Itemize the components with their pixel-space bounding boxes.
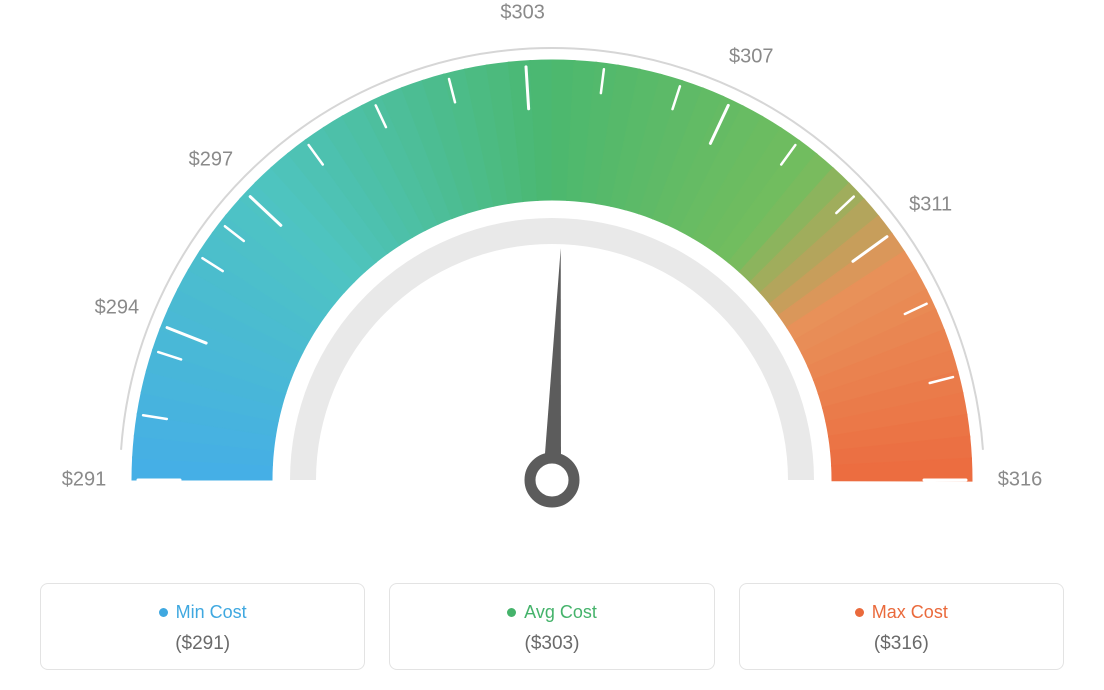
gauge-svg	[0, 0, 1104, 560]
max-cost-card: Max Cost ($316)	[739, 583, 1064, 670]
gauge-tick-label: $316	[998, 469, 1043, 492]
gauge-tick-label: $303	[500, 1, 545, 24]
chart-container: $291 $294 $297 $303 $307 $311 $316 Min Cost ($…	[0, 0, 1104, 690]
min-cost-dot-icon	[159, 608, 168, 617]
min-cost-value: ($291)	[41, 633, 364, 655]
gauge-tick-label: $291	[62, 469, 107, 492]
min-cost-card: Min Cost ($291)	[40, 583, 365, 670]
avg-cost-label-row: Avg Cost	[507, 602, 597, 623]
avg-cost-card: Avg Cost ($303)	[389, 583, 714, 670]
max-cost-label: Max Cost	[872, 602, 948, 623]
max-cost-value: ($316)	[740, 633, 1063, 655]
max-cost-dot-icon	[855, 608, 864, 617]
gauge-chart: $291 $294 $297 $303 $307 $311 $316	[0, 0, 1104, 560]
gauge-tick-label: $311	[909, 193, 952, 216]
avg-cost-dot-icon	[507, 608, 516, 617]
gauge-tick-label: $297	[189, 148, 234, 171]
min-cost-label-row: Min Cost	[159, 602, 247, 623]
summary-cards: Min Cost ($291) Avg Cost ($303) Max Cost…	[40, 583, 1064, 670]
min-cost-label: Min Cost	[176, 602, 247, 623]
max-cost-label-row: Max Cost	[855, 602, 948, 623]
avg-cost-value: ($303)	[390, 633, 713, 655]
avg-cost-label: Avg Cost	[524, 602, 597, 623]
gauge-tick-label: $294	[95, 296, 140, 319]
gauge-tick-label: $307	[729, 45, 774, 68]
